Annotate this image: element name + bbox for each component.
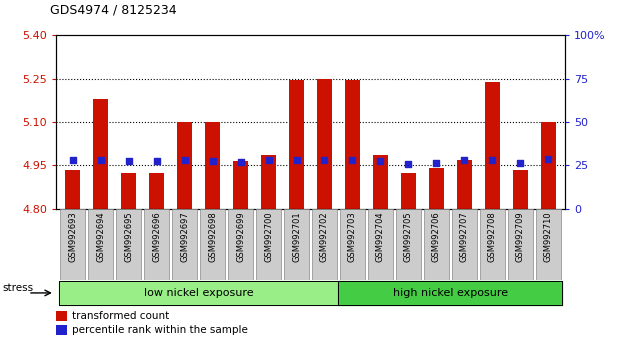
- Bar: [373, 155, 388, 209]
- Point: [320, 157, 330, 162]
- Point: [124, 158, 134, 164]
- Bar: [261, 155, 276, 209]
- Point: [348, 157, 358, 162]
- FancyBboxPatch shape: [536, 209, 561, 280]
- Point: [68, 157, 78, 162]
- Bar: [93, 99, 108, 209]
- Text: high nickel exposure: high nickel exposure: [393, 288, 508, 298]
- Bar: [289, 80, 304, 209]
- Text: GSM992704: GSM992704: [376, 211, 385, 262]
- Point: [404, 161, 414, 167]
- Bar: [121, 173, 137, 209]
- Bar: [233, 161, 248, 209]
- FancyBboxPatch shape: [284, 209, 309, 280]
- Point: [263, 158, 273, 163]
- Text: GSM992699: GSM992699: [236, 211, 245, 262]
- Bar: [541, 122, 556, 209]
- Text: GSM992709: GSM992709: [516, 211, 525, 262]
- Bar: [513, 170, 528, 209]
- Point: [96, 157, 106, 162]
- Text: GSM992700: GSM992700: [264, 211, 273, 262]
- Point: [432, 161, 442, 166]
- Bar: [401, 173, 416, 209]
- FancyBboxPatch shape: [200, 209, 225, 280]
- Text: GSM992696: GSM992696: [152, 211, 161, 262]
- FancyBboxPatch shape: [172, 209, 197, 280]
- Text: GSM992701: GSM992701: [292, 211, 301, 262]
- Point: [376, 158, 386, 164]
- Point: [460, 157, 469, 162]
- Point: [515, 160, 525, 166]
- FancyBboxPatch shape: [312, 209, 337, 280]
- Bar: [177, 122, 193, 209]
- Point: [487, 157, 497, 162]
- FancyBboxPatch shape: [60, 209, 85, 280]
- FancyBboxPatch shape: [144, 209, 169, 280]
- Text: GDS4974 / 8125234: GDS4974 / 8125234: [50, 4, 176, 17]
- Bar: [56, 311, 67, 321]
- FancyBboxPatch shape: [452, 209, 477, 280]
- Text: GSM992693: GSM992693: [68, 211, 77, 262]
- Text: transformed count: transformed count: [72, 310, 170, 321]
- Point: [179, 157, 189, 162]
- Point: [152, 158, 161, 164]
- Point: [207, 158, 217, 164]
- Bar: [205, 122, 220, 209]
- Text: GSM992707: GSM992707: [460, 211, 469, 262]
- Bar: [65, 170, 80, 209]
- Bar: [149, 173, 165, 209]
- FancyBboxPatch shape: [228, 209, 253, 280]
- Text: GSM992705: GSM992705: [404, 211, 413, 262]
- Text: GSM992710: GSM992710: [544, 211, 553, 262]
- Bar: [428, 169, 444, 209]
- Text: percentile rank within the sample: percentile rank within the sample: [72, 325, 248, 335]
- Text: GSM992695: GSM992695: [124, 211, 133, 262]
- Text: GSM992702: GSM992702: [320, 211, 329, 262]
- FancyBboxPatch shape: [256, 209, 281, 280]
- Text: stress: stress: [3, 282, 34, 293]
- FancyBboxPatch shape: [368, 209, 393, 280]
- FancyBboxPatch shape: [396, 209, 421, 280]
- Text: GSM992703: GSM992703: [348, 211, 357, 262]
- FancyBboxPatch shape: [340, 209, 365, 280]
- Bar: [56, 325, 67, 335]
- Bar: [456, 160, 472, 209]
- Text: GSM992708: GSM992708: [488, 211, 497, 262]
- Bar: [317, 79, 332, 209]
- Text: GSM992698: GSM992698: [208, 211, 217, 262]
- Bar: [484, 82, 500, 209]
- Point: [291, 157, 301, 162]
- FancyBboxPatch shape: [424, 209, 449, 280]
- Bar: [345, 80, 360, 209]
- Point: [543, 156, 553, 162]
- FancyBboxPatch shape: [88, 209, 113, 280]
- Text: GSM992694: GSM992694: [96, 211, 105, 262]
- Point: [235, 159, 245, 165]
- FancyBboxPatch shape: [480, 209, 505, 280]
- FancyBboxPatch shape: [116, 209, 141, 280]
- Text: GSM992706: GSM992706: [432, 211, 441, 262]
- FancyBboxPatch shape: [508, 209, 533, 280]
- Text: low nickel exposure: low nickel exposure: [144, 288, 253, 298]
- Text: GSM992697: GSM992697: [180, 211, 189, 262]
